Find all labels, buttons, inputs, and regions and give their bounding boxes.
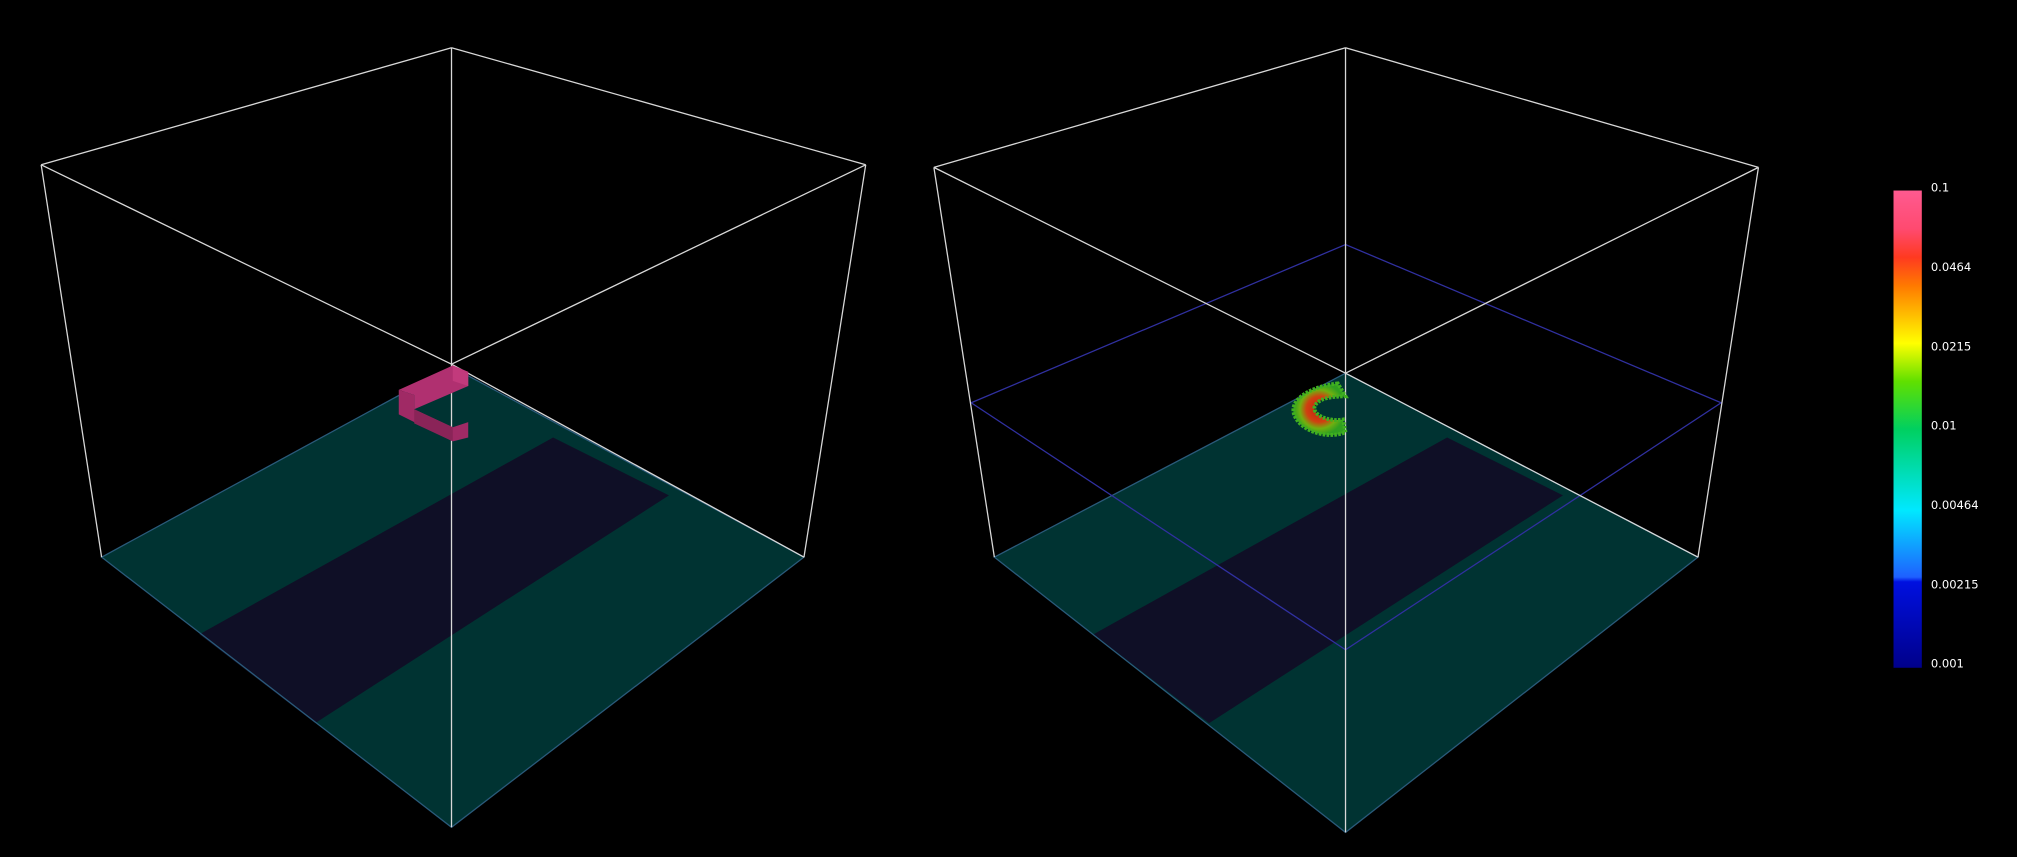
box-edge: [451, 47, 866, 166]
colorbar-label: 0.001: [1931, 656, 1964, 670]
concentration-plume: [1291, 381, 1349, 437]
box-edge: [1345, 166, 1759, 374]
source-block: [398, 365, 469, 442]
box-edge: [933, 167, 995, 558]
box-edge: [451, 164, 866, 365]
box-edge: [40, 164, 103, 558]
box-edge: [1345, 372, 1699, 558]
box-edge: [933, 166, 1346, 374]
box-edge: [40, 164, 452, 365]
box-edge: [803, 164, 867, 558]
colorbar-label: 0.00464: [1931, 498, 1979, 512]
colorbar-label: 0.1: [1931, 180, 1949, 194]
left-volume: [40, 47, 867, 829]
colorbar-gradient: [1893, 190, 1922, 668]
box-edge: [1697, 167, 1760, 558]
floor-stripe: [199, 437, 669, 724]
colorbar-label: 0.00215: [1931, 577, 1979, 591]
box-edge: [451, 363, 805, 558]
colorbar-label: 0.01: [1931, 418, 1957, 432]
colorbar: 0.1 0.0464 0.0215 0.01 0.00464 0.00215 0.001: [1893, 180, 1979, 670]
colorbar-label: 0.0464: [1931, 260, 1971, 274]
box-edge: [933, 47, 1346, 168]
floor-stripe: [1093, 437, 1563, 724]
box-edge: [1345, 47, 1759, 168]
slice-plane: [969, 243, 1723, 651]
colorbar-label: 0.0215: [1931, 339, 1971, 353]
right-volume: [933, 47, 1760, 834]
box-edge: [40, 47, 452, 166]
